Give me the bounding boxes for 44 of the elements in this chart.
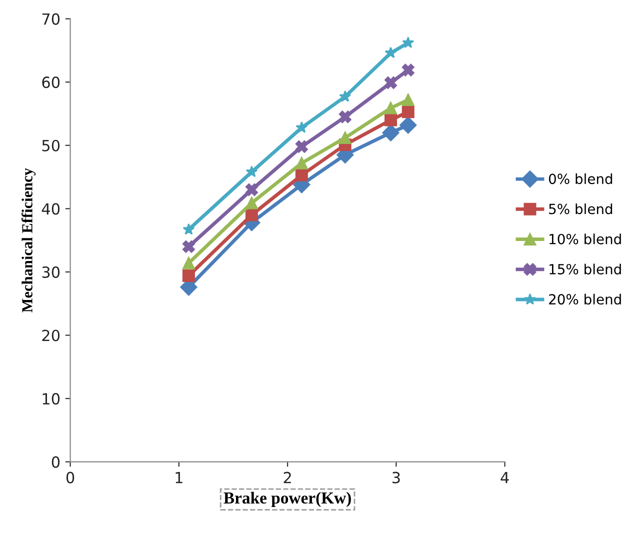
legend-label: 5% blend [549, 203, 612, 214]
point [182, 270, 195, 282]
point [384, 76, 397, 89]
point [402, 94, 414, 106]
legend-label: 20% blend [549, 294, 621, 305]
y-axis-title: Mechanical Efficiency [22, 168, 36, 312]
point [182, 240, 195, 253]
y-tick-label: 0 [52, 456, 60, 468]
point [295, 140, 308, 153]
point [182, 256, 195, 270]
x-tick-label: 1 [176, 472, 182, 484]
point [338, 110, 352, 124]
legend-label: 0% blend [548, 173, 612, 184]
point [384, 102, 397, 114]
point [296, 121, 308, 133]
y-tick-label: 60 [42, 76, 60, 88]
y-tick-label: 30 [42, 266, 60, 278]
y-tick-label: 70 [42, 13, 60, 25]
point [295, 156, 308, 170]
point [400, 116, 417, 134]
point [382, 124, 400, 142]
x-axis-title: Brake power(Kw) [224, 492, 351, 507]
point [402, 64, 414, 76]
y-tick-label: 50 [42, 140, 60, 152]
y-tick-label: 10 [42, 392, 60, 405]
point [295, 168, 308, 182]
point [245, 183, 258, 196]
point [384, 114, 397, 126]
x-tick-label: 0 [66, 472, 74, 484]
x-tick-label: 2 [284, 472, 291, 484]
x-tick-label: 4 [500, 472, 509, 484]
point [339, 90, 352, 102]
point [402, 36, 414, 48]
point [245, 208, 258, 222]
x-tick-label: 3 [392, 472, 400, 484]
y-tick-label: 20 [42, 330, 60, 342]
legend-label: 10% blend [550, 234, 621, 244]
legend-label: 15% blend [550, 264, 621, 274]
point [338, 132, 352, 144]
y-tick-label: 40 [42, 203, 60, 215]
point [182, 223, 195, 235]
point [246, 166, 258, 178]
point [384, 46, 397, 58]
point [402, 106, 414, 118]
